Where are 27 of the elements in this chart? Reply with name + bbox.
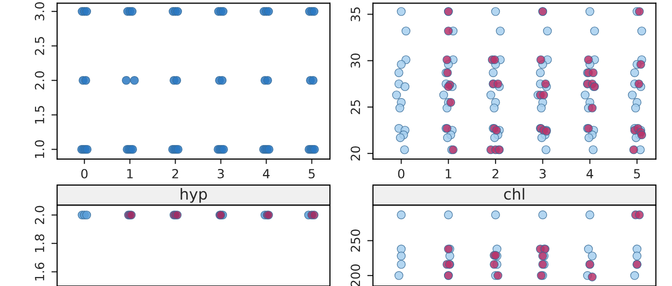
x-tick-label: 4 (586, 169, 594, 178)
y-tick-label: 20 (350, 146, 360, 160)
x-tick-label: 5 (308, 169, 315, 178)
chart-title: hyp (180, 188, 207, 203)
y-tick-label: 30 (350, 54, 360, 68)
x-tick-label: 2 (492, 168, 498, 178)
x-tick-label: 2 (172, 168, 178, 178)
y-tick-label: 1.5 (34, 106, 44, 124)
x-tick-label: 0 (398, 168, 404, 178)
x-tick-label: 1 (127, 169, 133, 178)
y-tick-label: 1.8 (34, 234, 44, 252)
x-tick-label: 3 (540, 168, 546, 178)
y-tick-label: 2.0 (34, 206, 44, 224)
x-tick-label: 4 (262, 169, 270, 178)
x-tick-label: 3 (218, 168, 224, 178)
chart-title: chl (504, 188, 524, 200)
y-tick-label: 1.6 (34, 262, 44, 280)
y-tick-label: 2.0 (34, 71, 44, 90)
x-tick-label: 5 (634, 169, 640, 178)
y-tick-label: 1.0 (34, 140, 44, 158)
y-tick-label: 3.0 (34, 2, 44, 20)
y-tick-label: 2.5 (34, 37, 44, 55)
y-tick-label: 250 (350, 230, 360, 252)
y-tick-label: 25 (350, 100, 360, 114)
x-tick-label: 0 (81, 168, 88, 178)
y-tick-label: 35 (350, 7, 360, 22)
x-tick-label: 1 (446, 169, 452, 178)
